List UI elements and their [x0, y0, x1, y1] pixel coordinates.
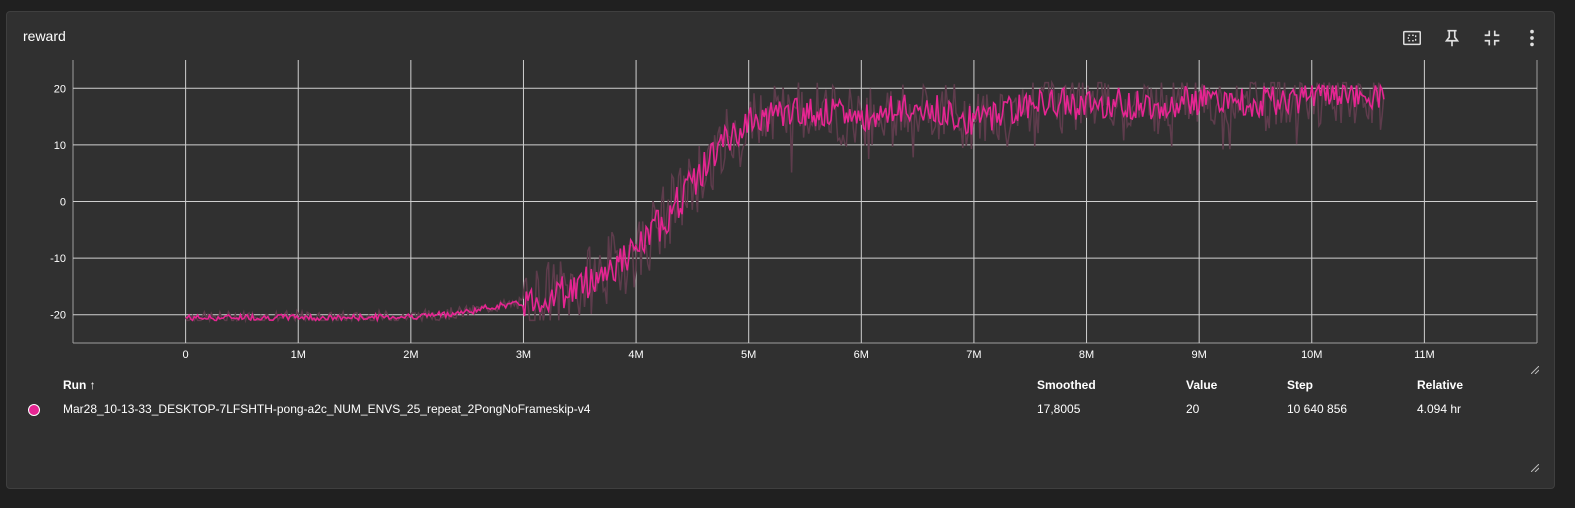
- card-resize-handle[interactable]: [1531, 464, 1539, 472]
- y-tick-label: 0: [60, 197, 66, 209]
- chart-resize-handle[interactable]: [1531, 366, 1539, 374]
- x-tick-label: 4M: [628, 349, 643, 361]
- header-run[interactable]: Run ↑: [63, 378, 96, 392]
- x-tick-label: 1M: [291, 349, 306, 361]
- x-tick-label: 0: [183, 349, 189, 361]
- more-options-button[interactable]: [1520, 26, 1544, 50]
- series-smoothed-line: [185, 82, 1385, 323]
- run-name: Mar28_10-13-33_DESKTOP-7LFSHTH-pong-a2c_…: [63, 402, 591, 416]
- collapse-button[interactable]: [1480, 26, 1504, 50]
- x-tick-label: 9M: [1192, 349, 1207, 361]
- y-tick-label: 10: [54, 140, 66, 152]
- scalar-card: reward -20 -10 0 10 20 0 1M 2M 3M 4M 5M 6M: [6, 11, 1555, 489]
- line-chart[interactable]: -20 -10 0 10 20 0 1M 2M 3M 4M 5M 6M 7M 8M 9M 10M 11M: [7, 12, 1556, 372]
- fit-domain-button[interactable]: [1400, 26, 1424, 50]
- more-vert-icon: [1530, 29, 1534, 47]
- run-step: 10 640 856: [1287, 402, 1348, 416]
- fit-domain-icon: [1403, 30, 1421, 46]
- card-toolbar: [1400, 26, 1544, 50]
- x-tick-label: 6M: [854, 349, 869, 361]
- pin-button[interactable]: [1440, 26, 1464, 50]
- pin-icon: [1444, 29, 1460, 47]
- header-step: Step: [1287, 378, 1314, 392]
- run-value: 20: [1186, 402, 1200, 416]
- y-tick-label: -20: [50, 310, 66, 322]
- x-tick-label: 7M: [966, 349, 981, 361]
- run-relative: 4.094 hr: [1417, 402, 1462, 416]
- x-tick-label: 3M: [516, 349, 531, 361]
- header-relative: Relative: [1417, 378, 1464, 392]
- x-tick-label: 10M: [1301, 349, 1322, 361]
- y-tick-label: -10: [50, 253, 66, 265]
- card-title: reward: [23, 28, 66, 44]
- run-color-dot[interactable]: [28, 404, 40, 416]
- x-tick-label: 11M: [1414, 349, 1435, 361]
- x-tick-label: 5M: [741, 349, 756, 361]
- header-smoothed: Smoothed: [1037, 378, 1096, 392]
- collapse-icon: [1484, 30, 1500, 46]
- x-tick-label: 8M: [1079, 349, 1094, 361]
- x-tick-label: 2M: [403, 349, 418, 361]
- run-smoothed: 17,8005: [1037, 402, 1081, 416]
- y-tick-label: 20: [54, 83, 66, 95]
- header-value: Value: [1186, 378, 1218, 392]
